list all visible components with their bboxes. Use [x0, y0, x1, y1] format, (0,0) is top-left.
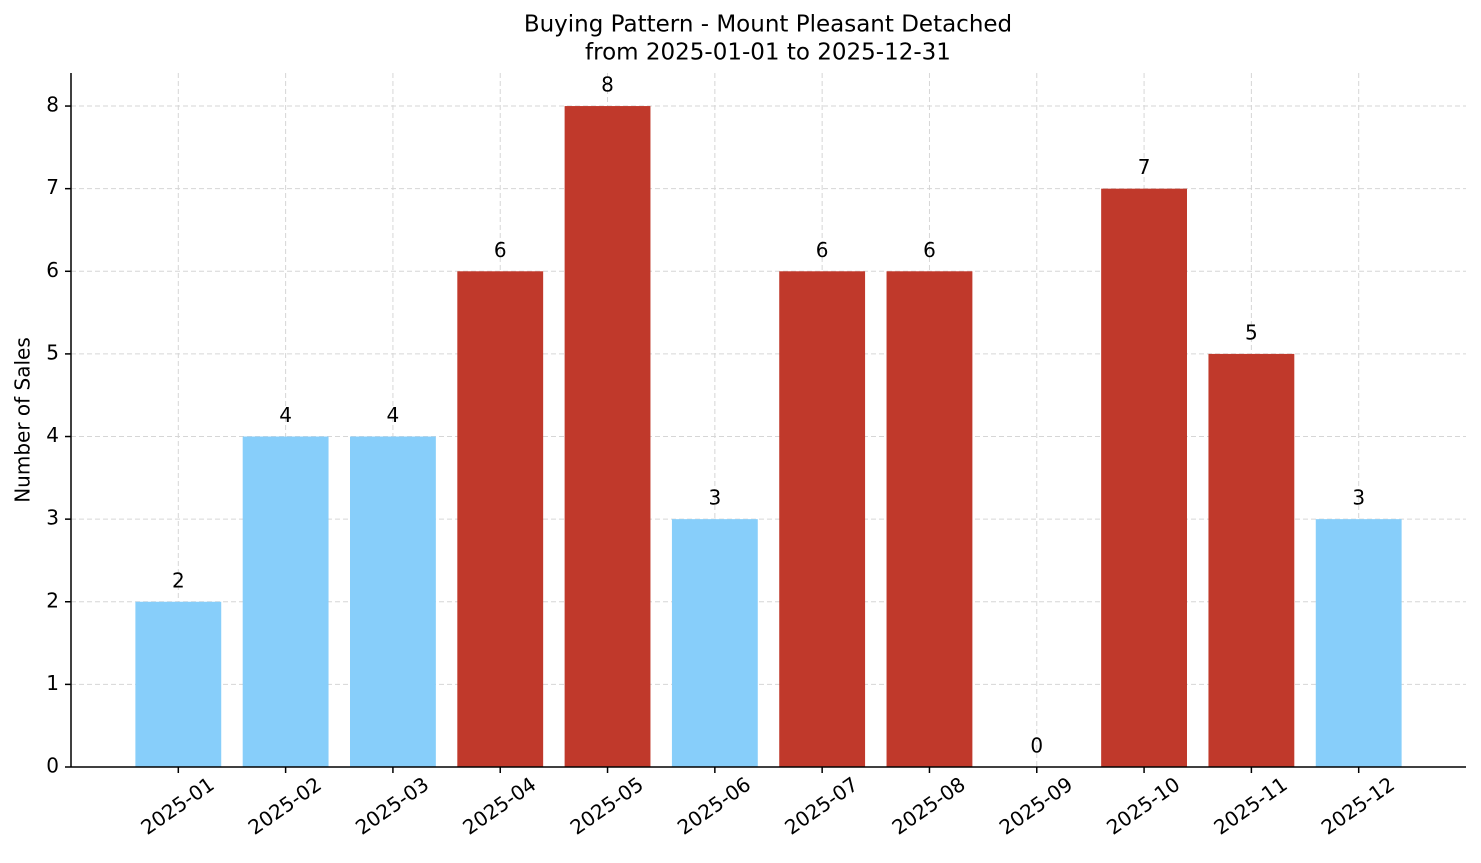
x-tick-label: 2025-05 — [566, 772, 648, 840]
y-tick-label: 1 — [46, 671, 59, 695]
value-label: 6 — [816, 238, 829, 262]
x-tick-label: 2025-06 — [673, 772, 755, 840]
y-tick-label: 3 — [46, 506, 59, 530]
chart-subtitle: from 2025-01-01 to 2025-12-31 — [585, 40, 951, 66]
x-tick-label: 2025-07 — [780, 772, 862, 840]
bar — [350, 436, 436, 767]
x-tick-label: 2025-12 — [1317, 772, 1399, 840]
y-tick-label: 8 — [46, 93, 59, 117]
bar — [135, 601, 222, 767]
y-tick-label: 5 — [46, 340, 59, 364]
value-label: 2 — [172, 568, 185, 592]
y-axis-label: Number of Sales — [11, 337, 35, 503]
x-tick-label: 2025-08 — [887, 772, 969, 840]
value-label: 3 — [708, 486, 721, 510]
value-label: 0 — [1030, 734, 1043, 758]
bar — [1101, 188, 1187, 767]
x-tick-label: 2025-03 — [351, 772, 433, 840]
y-tick-label: 2 — [46, 588, 59, 612]
y-tick-label: 4 — [46, 423, 59, 447]
value-label: 4 — [279, 403, 292, 427]
x-tick-label: 2025-09 — [995, 772, 1077, 840]
bar — [1208, 353, 1295, 767]
x-tick-label: 2025-01 — [136, 772, 218, 840]
x-tick-label: 2025-11 — [1209, 772, 1291, 840]
x-tick-label: 2025-02 — [244, 772, 326, 840]
value-label: 5 — [1245, 320, 1258, 344]
y-tick-label: 7 — [46, 175, 59, 199]
bar — [671, 519, 758, 767]
bar — [457, 271, 544, 767]
bar — [564, 106, 651, 768]
x-tick-label: 2025-10 — [1102, 772, 1184, 840]
bar — [779, 271, 866, 767]
value-label: 8 — [601, 73, 614, 97]
value-label: 4 — [387, 403, 400, 427]
bar — [1315, 519, 1402, 767]
value-label: 6 — [923, 238, 936, 262]
x-tick-label: 2025-04 — [458, 772, 540, 840]
y-tick-label: 6 — [46, 258, 59, 282]
bar — [886, 271, 973, 767]
y-tick-label: 0 — [46, 754, 59, 778]
value-label: 3 — [1352, 486, 1365, 510]
value-label: 6 — [494, 238, 507, 262]
value-label: 7 — [1138, 155, 1151, 179]
bar — [242, 436, 329, 767]
chart-title: Buying Pattern - Mount Pleasant Detached — [524, 12, 1012, 38]
